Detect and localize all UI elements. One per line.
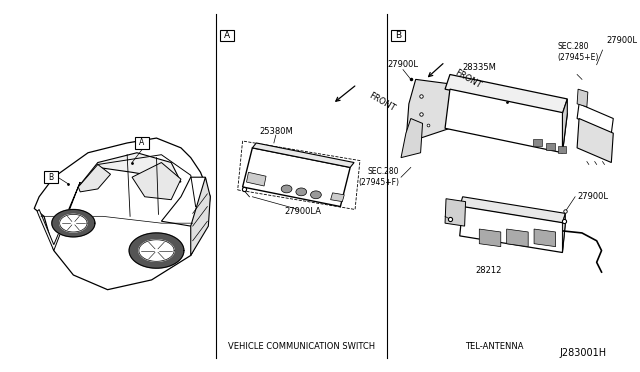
Text: B: B bbox=[48, 173, 53, 182]
Polygon shape bbox=[534, 229, 556, 247]
Ellipse shape bbox=[296, 188, 307, 196]
Polygon shape bbox=[563, 214, 565, 253]
Text: FRONT: FRONT bbox=[367, 91, 396, 113]
Polygon shape bbox=[445, 89, 567, 153]
Polygon shape bbox=[191, 177, 211, 256]
Polygon shape bbox=[479, 229, 501, 247]
Bar bbox=[546, 143, 555, 150]
Text: SEC.280
(27945+F): SEC.280 (27945+F) bbox=[358, 167, 399, 187]
Bar bbox=[557, 146, 566, 153]
Ellipse shape bbox=[281, 185, 292, 193]
Polygon shape bbox=[37, 182, 80, 251]
Polygon shape bbox=[34, 138, 211, 290]
FancyBboxPatch shape bbox=[220, 29, 234, 41]
Text: A: A bbox=[140, 138, 145, 147]
Polygon shape bbox=[401, 119, 422, 158]
Polygon shape bbox=[445, 74, 567, 113]
Polygon shape bbox=[78, 153, 181, 187]
Text: 27900LA: 27900LA bbox=[285, 207, 322, 216]
Polygon shape bbox=[406, 79, 453, 143]
Text: SEC.280
(27945+E): SEC.280 (27945+E) bbox=[557, 42, 599, 62]
Text: B: B bbox=[395, 31, 401, 40]
Text: TEL-ANTENNA: TEL-ANTENNA bbox=[465, 342, 524, 351]
Polygon shape bbox=[139, 240, 174, 261]
Polygon shape bbox=[52, 209, 95, 237]
Text: 27900L: 27900L bbox=[577, 192, 608, 201]
Polygon shape bbox=[563, 99, 567, 153]
Polygon shape bbox=[507, 229, 528, 247]
Polygon shape bbox=[78, 164, 111, 192]
Text: 27900L: 27900L bbox=[387, 60, 419, 69]
Polygon shape bbox=[577, 104, 613, 133]
FancyBboxPatch shape bbox=[391, 29, 405, 41]
Text: 27900L: 27900L bbox=[607, 36, 637, 45]
Text: 28335M: 28335M bbox=[462, 63, 496, 72]
Text: 25380M: 25380M bbox=[259, 127, 292, 136]
Polygon shape bbox=[246, 172, 266, 186]
Text: J283001H: J283001H bbox=[559, 348, 607, 358]
Polygon shape bbox=[129, 233, 184, 268]
Text: FRONT: FRONT bbox=[453, 68, 483, 90]
Text: 28212: 28212 bbox=[476, 266, 502, 275]
Text: A: A bbox=[224, 31, 230, 40]
FancyBboxPatch shape bbox=[135, 137, 148, 149]
Polygon shape bbox=[60, 214, 87, 232]
Bar bbox=[533, 139, 542, 146]
Polygon shape bbox=[161, 177, 209, 226]
Polygon shape bbox=[460, 206, 565, 253]
Text: VEHICLE COMMUNICATION SWITCH: VEHICLE COMMUNICATION SWITCH bbox=[228, 342, 375, 351]
Polygon shape bbox=[445, 199, 465, 226]
Polygon shape bbox=[460, 197, 565, 223]
Polygon shape bbox=[243, 148, 350, 206]
FancyBboxPatch shape bbox=[44, 171, 58, 183]
Polygon shape bbox=[331, 193, 344, 202]
Polygon shape bbox=[577, 89, 588, 107]
Polygon shape bbox=[132, 163, 181, 200]
Polygon shape bbox=[252, 143, 354, 167]
Polygon shape bbox=[577, 119, 613, 163]
Ellipse shape bbox=[310, 191, 321, 199]
